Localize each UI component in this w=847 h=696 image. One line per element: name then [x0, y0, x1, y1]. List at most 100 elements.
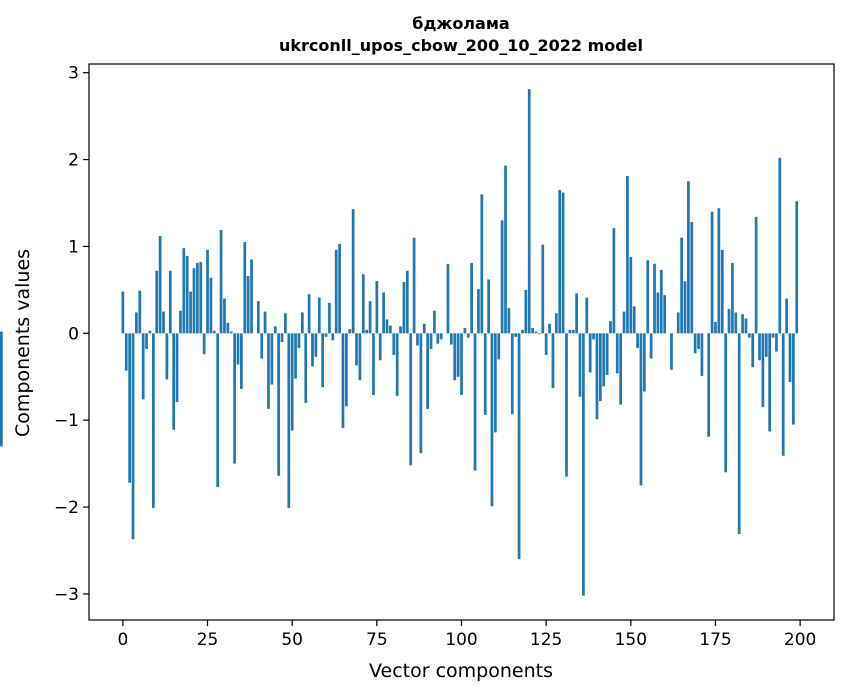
bar — [331, 333, 335, 341]
bar — [602, 333, 606, 387]
bar — [575, 293, 578, 334]
bar — [768, 333, 772, 432]
bar — [341, 333, 345, 428]
bar — [297, 333, 301, 349]
bar — [304, 333, 308, 403]
bar — [585, 297, 589, 334]
bar — [744, 318, 748, 334]
x-tick-label: 200 — [784, 630, 816, 650]
bar — [494, 333, 497, 433]
bar — [131, 333, 135, 540]
bar — [643, 333, 646, 392]
bar — [615, 333, 619, 374]
bar — [334, 249, 338, 334]
bar — [775, 333, 778, 352]
chart-subtitle: ukrconll_upos_cbow_200_10_2022 model — [279, 36, 643, 55]
bar — [138, 290, 142, 334]
bar — [571, 329, 575, 334]
bar — [226, 322, 230, 334]
bar — [419, 333, 423, 454]
bar — [135, 312, 138, 334]
bar — [179, 310, 182, 334]
bar — [141, 333, 145, 400]
bar — [771, 333, 775, 338]
bar — [311, 333, 314, 367]
bar — [477, 289, 480, 334]
bar — [483, 333, 487, 415]
bar — [317, 297, 321, 334]
bar — [148, 330, 152, 334]
bar — [534, 331, 538, 334]
x-axis-ticks: 0 25 50 75 100 125 150 175 200 — [117, 620, 816, 650]
bar — [504, 165, 507, 334]
bar — [209, 277, 213, 334]
bar — [558, 189, 562, 334]
bar — [426, 333, 429, 409]
bar — [433, 310, 436, 334]
bar — [192, 268, 196, 334]
bar — [541, 244, 545, 334]
bar — [212, 330, 216, 334]
bar — [372, 333, 375, 395]
bar — [700, 333, 704, 376]
bar — [185, 255, 189, 334]
bar — [551, 333, 555, 389]
bar — [473, 333, 477, 471]
bar — [256, 301, 260, 334]
bar — [409, 333, 413, 466]
bar — [751, 333, 755, 368]
x-tick-label: 150 — [615, 630, 647, 650]
bar — [717, 208, 721, 334]
y-tick-label: 3 — [68, 64, 79, 84]
bar — [795, 201, 799, 334]
bar — [785, 298, 788, 334]
bar — [277, 333, 280, 476]
bar — [168, 270, 172, 334]
y-tick-label: −2 — [54, 498, 79, 518]
bar — [361, 274, 365, 334]
y-tick-label: 1 — [68, 237, 79, 257]
bar — [284, 313, 287, 334]
bar — [538, 333, 541, 335]
bar — [724, 333, 727, 473]
bar — [395, 333, 399, 396]
x-tick-label: 75 — [366, 630, 388, 650]
bar — [568, 329, 572, 334]
bar — [588, 333, 592, 373]
bar — [466, 333, 470, 338]
bar — [761, 333, 765, 408]
bar — [676, 312, 680, 334]
bar — [240, 333, 243, 389]
bar — [612, 228, 616, 334]
y-tick-label: 2 — [68, 151, 79, 171]
bar — [510, 333, 514, 415]
bar — [632, 306, 636, 334]
bar — [592, 333, 595, 340]
y-tick-label: −1 — [54, 411, 79, 431]
bar — [124, 333, 128, 371]
bar — [165, 333, 169, 380]
bar — [463, 328, 467, 334]
bar — [670, 333, 673, 370]
bar — [487, 279, 490, 334]
bar — [737, 333, 741, 534]
bar — [517, 333, 521, 560]
bar — [507, 308, 511, 334]
bar — [707, 333, 711, 437]
bar — [422, 323, 426, 334]
x-tick-label: 0 — [117, 630, 128, 650]
bar — [151, 333, 155, 508]
bar — [636, 333, 639, 349]
bar — [416, 333, 419, 346]
bar — [246, 275, 250, 334]
bar — [219, 229, 223, 334]
bar — [412, 237, 416, 334]
bar — [273, 326, 277, 334]
bar — [175, 333, 179, 402]
bar — [609, 321, 612, 334]
bar — [714, 322, 717, 334]
bar — [659, 269, 663, 334]
bar — [280, 333, 284, 342]
y-tick-label: 0 — [68, 324, 79, 344]
bar — [639, 333, 643, 486]
